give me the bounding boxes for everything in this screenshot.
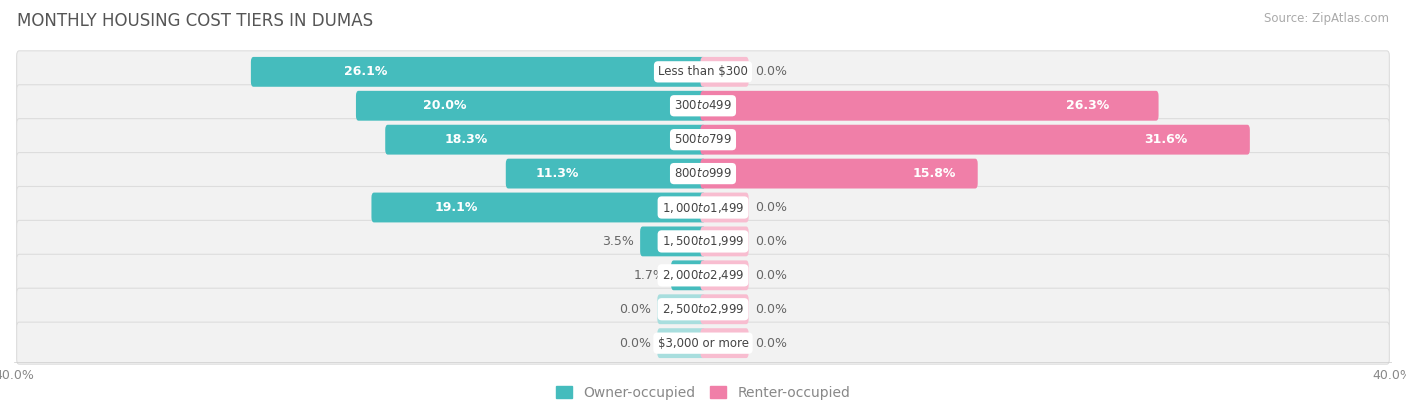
Text: 15.8%: 15.8% — [912, 167, 956, 180]
FancyBboxPatch shape — [700, 159, 977, 188]
FancyBboxPatch shape — [17, 220, 1389, 262]
Text: 26.3%: 26.3% — [1066, 99, 1109, 112]
Text: $300 to $499: $300 to $499 — [673, 99, 733, 112]
FancyBboxPatch shape — [700, 57, 748, 87]
Text: 18.3%: 18.3% — [444, 133, 488, 146]
FancyBboxPatch shape — [658, 294, 706, 324]
FancyBboxPatch shape — [700, 227, 748, 256]
Text: 3.5%: 3.5% — [602, 235, 634, 248]
Text: 31.6%: 31.6% — [1144, 133, 1187, 146]
Text: 11.3%: 11.3% — [536, 167, 579, 180]
FancyBboxPatch shape — [658, 328, 706, 358]
FancyBboxPatch shape — [700, 193, 748, 222]
FancyBboxPatch shape — [17, 288, 1389, 330]
Text: MONTHLY HOUSING COST TIERS IN DUMAS: MONTHLY HOUSING COST TIERS IN DUMAS — [17, 12, 373, 30]
Text: $2,500 to $2,999: $2,500 to $2,999 — [662, 302, 744, 316]
Text: 0.0%: 0.0% — [619, 337, 651, 350]
Text: $500 to $799: $500 to $799 — [673, 133, 733, 146]
Legend: Owner-occupied, Renter-occupied: Owner-occupied, Renter-occupied — [550, 381, 856, 405]
Text: 0.0%: 0.0% — [755, 337, 787, 350]
FancyBboxPatch shape — [17, 119, 1389, 161]
FancyBboxPatch shape — [17, 186, 1389, 229]
FancyBboxPatch shape — [700, 260, 748, 290]
FancyBboxPatch shape — [640, 227, 706, 256]
Text: 0.0%: 0.0% — [619, 303, 651, 316]
Text: $3,000 or more: $3,000 or more — [658, 337, 748, 350]
FancyBboxPatch shape — [17, 85, 1389, 127]
FancyBboxPatch shape — [250, 57, 706, 87]
Text: 20.0%: 20.0% — [423, 99, 467, 112]
Text: 0.0%: 0.0% — [755, 65, 787, 78]
Text: Source: ZipAtlas.com: Source: ZipAtlas.com — [1264, 12, 1389, 25]
Text: 26.1%: 26.1% — [344, 65, 388, 78]
FancyBboxPatch shape — [17, 153, 1389, 195]
Text: 19.1%: 19.1% — [434, 201, 478, 214]
Text: Less than $300: Less than $300 — [658, 65, 748, 78]
FancyBboxPatch shape — [17, 51, 1389, 93]
Text: 1.7%: 1.7% — [633, 269, 665, 282]
FancyBboxPatch shape — [700, 125, 1250, 155]
FancyBboxPatch shape — [371, 193, 706, 222]
FancyBboxPatch shape — [700, 91, 1159, 121]
Text: $2,000 to $2,499: $2,000 to $2,499 — [662, 269, 744, 282]
FancyBboxPatch shape — [671, 260, 706, 290]
Text: $1,500 to $1,999: $1,500 to $1,999 — [662, 234, 744, 249]
Text: 0.0%: 0.0% — [755, 201, 787, 214]
FancyBboxPatch shape — [17, 254, 1389, 296]
Text: 0.0%: 0.0% — [755, 303, 787, 316]
Text: 0.0%: 0.0% — [755, 235, 787, 248]
FancyBboxPatch shape — [700, 294, 748, 324]
Text: $1,000 to $1,499: $1,000 to $1,499 — [662, 200, 744, 215]
Text: 0.0%: 0.0% — [755, 269, 787, 282]
FancyBboxPatch shape — [385, 125, 706, 155]
FancyBboxPatch shape — [700, 328, 748, 358]
FancyBboxPatch shape — [506, 159, 706, 188]
FancyBboxPatch shape — [356, 91, 706, 121]
FancyBboxPatch shape — [17, 322, 1389, 364]
Text: $800 to $999: $800 to $999 — [673, 167, 733, 180]
